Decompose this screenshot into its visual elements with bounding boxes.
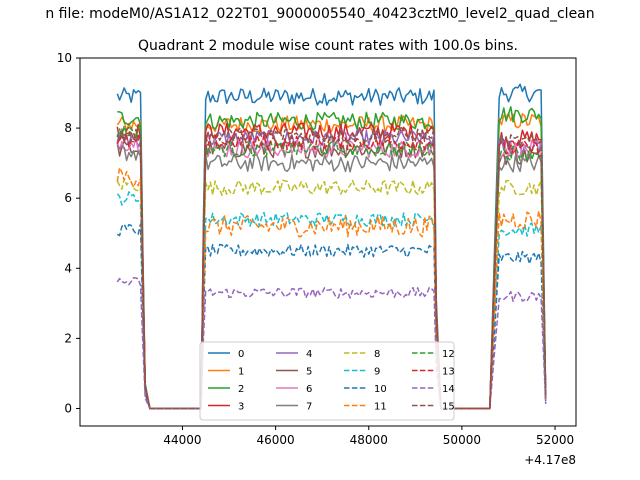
legend-label-15: 15	[442, 402, 455, 413]
legend-label-13: 13	[442, 367, 455, 378]
x-tick-label: 48000	[350, 433, 388, 447]
legend-label-10: 10	[374, 384, 387, 395]
legend-box	[199, 341, 455, 421]
legend-label-12: 12	[442, 349, 455, 360]
y-tick-label: 10	[57, 51, 72, 65]
legend-label-11: 11	[374, 402, 387, 413]
x-tick-label: 50000	[443, 433, 481, 447]
legend-label-14: 14	[442, 384, 455, 395]
series-line-15	[116, 126, 547, 410]
legend-label-7: 7	[306, 402, 312, 413]
legend-label-0: 0	[238, 349, 244, 360]
y-tick-label: 2	[64, 331, 72, 345]
legend-label-5: 5	[306, 367, 312, 378]
x-axis: 44000 46000 48000 50000 52000	[163, 426, 574, 447]
figure-suptitle: n file: modeM0/AS1A12_022T01_9000005540_…	[45, 6, 594, 22]
legend-label-9: 9	[374, 367, 380, 378]
legend-label-4: 4	[306, 349, 312, 360]
y-tick-label: 0	[64, 401, 72, 415]
legend-label-2: 2	[238, 384, 244, 395]
y-tick-label: 6	[64, 191, 72, 205]
x-tick-label: 46000	[257, 433, 295, 447]
legend-label-6: 6	[306, 384, 312, 395]
y-tick-label: 8	[64, 121, 72, 135]
x-tick-label: 44000	[163, 433, 201, 447]
series-line-9	[116, 191, 547, 410]
plot-area	[79, 57, 577, 427]
chart-title: Quadrant 2 module wise count rates with …	[138, 38, 518, 54]
legend-label-1: 1	[238, 367, 244, 378]
series-line-11	[116, 167, 547, 410]
y-axis: 0 2 4 6 8 10	[57, 51, 80, 415]
legend-label-8: 8	[374, 349, 380, 360]
x-axis-offset-label: +4.17e8	[524, 453, 576, 467]
legend-label-3: 3	[238, 402, 244, 413]
x-tick-label: 52000	[536, 433, 574, 447]
y-tick-label: 4	[64, 261, 72, 275]
